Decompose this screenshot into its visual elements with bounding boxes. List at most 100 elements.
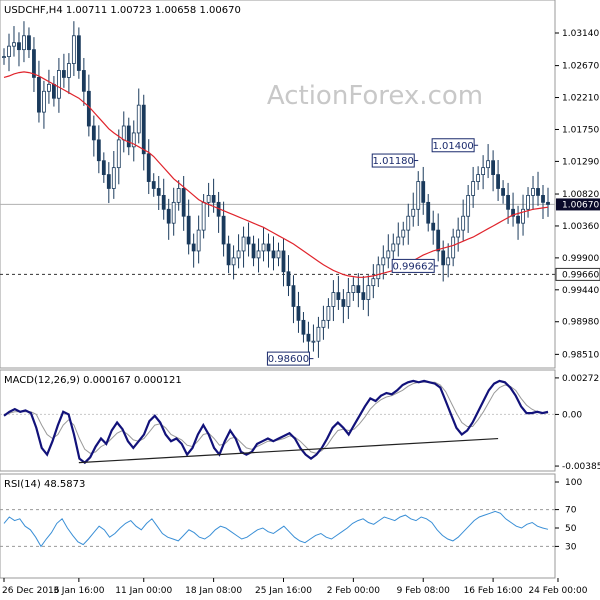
candle-body — [321, 319, 326, 328]
candle-body — [501, 188, 505, 196]
x-tick-label: 25 Jan 16:00 — [255, 586, 312, 596]
candle-body — [336, 292, 341, 300]
rsi-series — [0, 509, 555, 548]
candle-body — [91, 125, 96, 141]
candle-body — [241, 236, 246, 252]
axes: 1.03140 1.02670 1.02210 1.01750 1.01290 1.008… — [2, 29, 600, 596]
price-series: 1.01180 1.01400 0.99662 0.98600 — [0, 21, 555, 366]
candle-body — [476, 174, 481, 182]
candle-body — [481, 167, 486, 175]
candle-body — [421, 181, 426, 203]
candle-body — [276, 250, 281, 259]
price-annotation-label: 0.99662 — [393, 261, 434, 272]
candle-body — [176, 188, 181, 203]
candle-body — [32, 49, 36, 78]
candle-body — [7, 45, 11, 57]
candle-body — [331, 292, 336, 307]
candle-body — [106, 174, 111, 189]
candle-body — [496, 174, 500, 189]
candle-body — [221, 215, 226, 245]
rsi-tick-label: 50 — [565, 524, 577, 534]
x-tick-label: 3 Jan 16:00 — [53, 586, 105, 596]
candle-body — [531, 188, 535, 196]
candle-body — [111, 167, 116, 189]
candle-body — [411, 208, 416, 217]
candle-body — [486, 160, 491, 169]
candle-body — [211, 195, 216, 203]
candle-body — [386, 250, 391, 259]
x-tick-label: 2 Feb 00:00 — [327, 586, 381, 596]
candle-body — [366, 285, 371, 300]
price-annotation-label: 1.01180 — [373, 156, 414, 167]
candle-body — [546, 201, 550, 205]
candle-body — [406, 215, 411, 231]
candle-body — [416, 181, 421, 210]
candle-body — [201, 201, 206, 231]
x-tick-label: 18 Jan 08:00 — [185, 586, 242, 596]
price-tick-label: 1.00820 — [562, 190, 599, 200]
price-annotation-label: 1.01400 — [432, 141, 473, 152]
candle-body — [156, 188, 161, 196]
price-tick-label: 1.03140 — [562, 29, 599, 39]
candle-body — [116, 139, 121, 169]
x-tick-label: 11 Jan 00:00 — [115, 586, 172, 596]
x-tick-label: 9 Feb 08:00 — [397, 586, 451, 596]
x-tick-label: 24 Feb 00:00 — [528, 586, 587, 596]
moving-average-line — [3, 71, 549, 278]
price-tick-label: 0.99440 — [562, 286, 599, 296]
x-tick-label: 16 Feb 16:00 — [464, 586, 523, 596]
candle-body — [371, 278, 376, 287]
watermark: ActionForex.com — [267, 81, 483, 111]
candle-body — [171, 201, 176, 224]
candle-body — [251, 243, 256, 259]
candle-body — [256, 250, 261, 259]
symbol-line: USDCHF,H4 1.00711 1.00723 1.00658 1.0067… — [4, 5, 241, 16]
macd-series — [0, 379, 555, 465]
candle-body — [226, 243, 231, 266]
candle-body — [166, 208, 171, 224]
candle-body — [161, 195, 166, 210]
candle-body — [491, 160, 496, 175]
candle-body — [136, 104, 141, 134]
rsi-title: RSI(14) 48.5873 — [4, 479, 85, 490]
candle-body — [266, 243, 271, 252]
candle-body — [96, 139, 101, 162]
candle-body — [52, 83, 56, 99]
candle-body — [446, 257, 451, 266]
candle-body — [196, 229, 201, 252]
price-tick-label: 0.99900 — [562, 254, 599, 264]
rsi-tick-label: 70 — [565, 506, 577, 516]
candle-body — [426, 201, 431, 224]
candle-body — [516, 215, 520, 224]
candle-body — [12, 42, 16, 47]
candle-body — [101, 160, 106, 175]
candle-body — [441, 250, 446, 266]
price-tick-label: 0.98980 — [562, 318, 599, 328]
candle-body — [246, 236, 251, 245]
price-annotation-label: 0.98600 — [268, 354, 309, 365]
rsi-panel — [0, 473, 556, 579]
candle-body — [401, 229, 406, 238]
price-tick-label: 0.98510 — [562, 350, 599, 360]
candle-body — [311, 340, 316, 343]
candle-body — [2, 56, 6, 58]
candle-body — [27, 35, 31, 51]
candle-body — [186, 215, 191, 245]
candle-body — [286, 271, 291, 287]
candle-body — [131, 132, 136, 148]
candle-body — [466, 195, 471, 217]
candle-body — [506, 195, 510, 210]
candle-body — [121, 125, 126, 141]
x-tick-label: 26 Dec 2016 — [2, 586, 60, 596]
candle-body — [66, 63, 71, 78]
candle-body — [141, 104, 146, 155]
candle-body — [391, 243, 396, 252]
candle-body — [22, 35, 26, 51]
macd-tick-label: -0.003854 — [562, 462, 600, 472]
price-panel — [0, 0, 556, 369]
candle-body — [346, 292, 351, 307]
candle-body — [356, 285, 361, 293]
candle-body — [261, 243, 266, 252]
candle-body — [71, 35, 76, 64]
